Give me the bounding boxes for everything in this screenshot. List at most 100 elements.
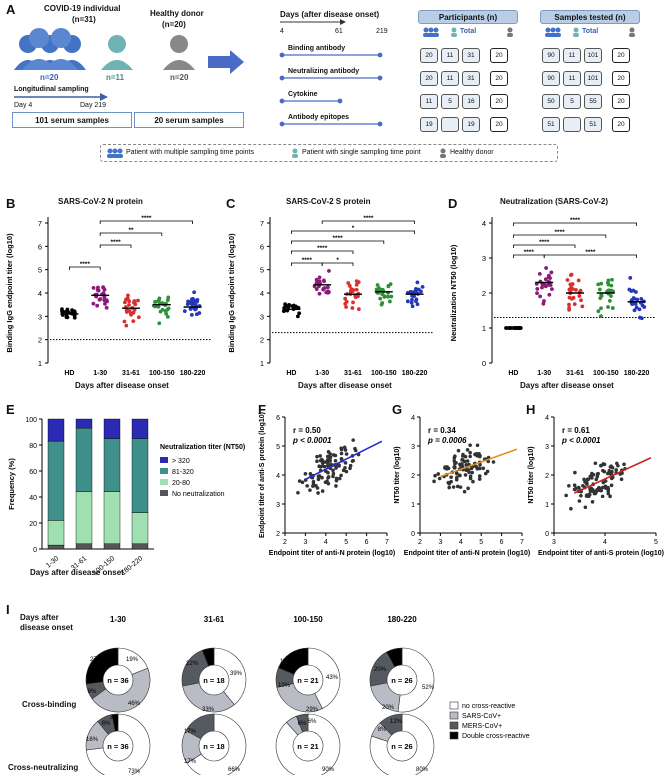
data-point <box>350 306 355 310</box>
samples-cell: 20 <box>612 117 630 132</box>
data-point <box>464 463 469 467</box>
data-point <box>447 481 451 486</box>
data-point <box>567 302 571 307</box>
y-tick-label: 1 <box>411 502 415 509</box>
panel-a-legend-box <box>100 144 558 162</box>
panel-b-label: B <box>6 196 16 211</box>
regression-line <box>574 457 652 494</box>
data-point <box>564 493 568 498</box>
data-point <box>311 479 316 484</box>
data-point <box>463 473 468 477</box>
sig-label: **** <box>539 239 550 246</box>
samples-cell: 90 <box>542 48 560 63</box>
panel-g-label: G <box>392 402 403 417</box>
binding-pct: 39% <box>230 671 243 677</box>
data-point <box>598 463 603 468</box>
bar-segment <box>131 418 149 439</box>
data-point <box>591 488 595 492</box>
bar-segment <box>103 418 121 439</box>
panel-a-people-svg <box>14 28 244 101</box>
x-tick-label: 2 <box>418 539 422 546</box>
data-point <box>458 462 463 467</box>
group-label: 31-61 <box>566 370 584 377</box>
data-point <box>452 455 457 460</box>
sig-bracket <box>99 232 163 236</box>
data-point <box>343 465 347 470</box>
data-point <box>570 287 575 291</box>
binding-slice <box>201 647 215 667</box>
data-point <box>433 473 437 478</box>
sig-bracket <box>69 266 101 270</box>
samples-cell: 101 <box>584 71 602 86</box>
data-point <box>599 306 603 311</box>
x-axis-label: Endpoint titer of anti-S protein (log10) <box>538 550 664 557</box>
y-tick-label: 3 <box>482 254 486 263</box>
panel-b-xlabel: Days after disease onset <box>75 381 169 390</box>
group-label: 31-61 <box>344 370 362 377</box>
data-point <box>608 494 612 499</box>
neutral-pct: 3% <box>110 715 119 721</box>
data-point <box>579 298 583 303</box>
data-point <box>124 323 129 328</box>
data-point <box>639 297 644 301</box>
p-value: p = 0.0006 <box>427 436 467 445</box>
data-point <box>420 284 425 289</box>
panel-i-label: I <box>6 602 10 617</box>
panel-d-chart: 0 1 2 3 4 Neutralization NT50 (log10) HD 1-30 31… <box>449 217 656 377</box>
data-point <box>405 299 410 304</box>
data-point <box>544 266 549 270</box>
binding-pct: 33% <box>202 707 215 713</box>
data-point <box>453 461 457 466</box>
binding-slice <box>277 647 309 675</box>
participants-cell: 11 <box>441 48 459 63</box>
data-point <box>483 471 488 476</box>
binding-slice <box>91 667 151 713</box>
participants-cell: 31 <box>462 48 480 63</box>
assay-0: Binding antibody <box>288 45 346 52</box>
x-tick-label: 5 <box>344 539 348 546</box>
data-point <box>320 461 325 465</box>
data-point <box>103 301 107 306</box>
neutral-pct: 66% <box>228 767 241 773</box>
data-point <box>314 277 319 282</box>
data-point <box>320 489 325 493</box>
y-axis-label: Binding IgG endpoint titer (log10) <box>5 233 14 353</box>
days-label-2: disease onset <box>20 623 73 632</box>
bar-segment <box>75 427 93 493</box>
data-point <box>158 309 163 314</box>
panel-b-chart: 1 2 3 4 5 6 7 Binding IgG endpoint titer (log10… <box>5 215 212 377</box>
data-point <box>607 469 612 473</box>
binding-pct: 29% <box>306 707 319 713</box>
data-point <box>356 307 361 312</box>
n-multi: n=20 <box>40 73 59 82</box>
data-point <box>316 491 320 495</box>
bar-segment <box>103 438 121 492</box>
data-point <box>333 458 338 463</box>
data-point <box>91 285 96 290</box>
y-tick-label: 2 <box>482 289 486 298</box>
panel-f-label: F <box>258 402 266 417</box>
healthy-title: Healthy donor <box>150 9 204 18</box>
data-point <box>333 453 338 458</box>
y-axis-label: Endpoint titer of anti-S protein (log10) <box>259 412 266 538</box>
data-point <box>339 451 344 456</box>
participants-cell: 20 <box>490 94 508 109</box>
data-point <box>308 488 312 492</box>
y-tick-label: 4 <box>38 289 42 298</box>
data-point <box>295 314 300 319</box>
data-point <box>535 287 540 291</box>
samples-cell: 20 <box>612 94 630 109</box>
binding-slice <box>307 647 341 709</box>
data-point <box>601 462 606 466</box>
data-point <box>595 474 600 479</box>
data-point <box>165 307 170 312</box>
data-point <box>322 286 326 291</box>
participants-cell <box>441 117 459 132</box>
binding-pct: 20% <box>374 667 387 673</box>
data-point <box>463 454 468 459</box>
x-tick-label: 6 <box>500 539 504 546</box>
data-point <box>303 472 308 476</box>
legend-swatch <box>449 711 459 720</box>
data-point <box>475 443 480 448</box>
y-tick-label: 100 <box>25 417 37 424</box>
